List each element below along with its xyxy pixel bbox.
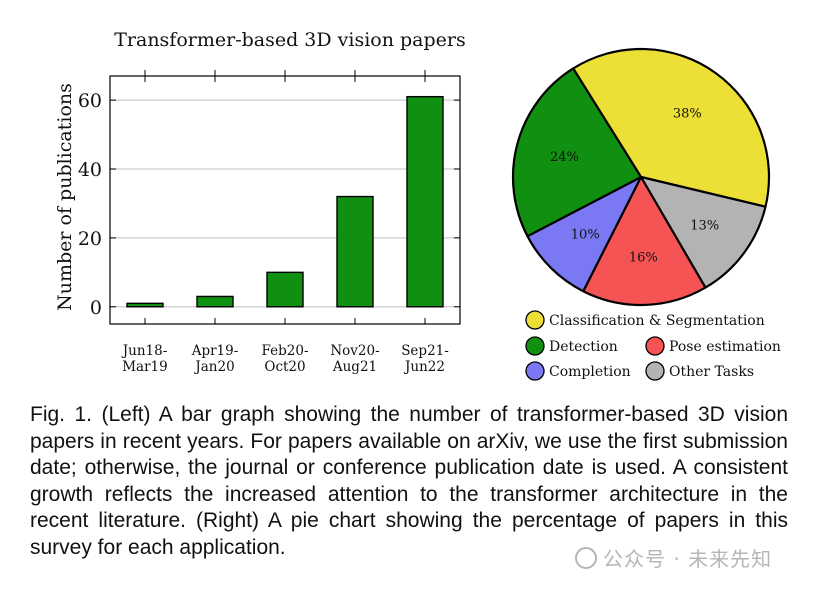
x-tick-label-line: Nov20- — [330, 343, 379, 359]
pie-slice — [582, 175, 707, 307]
x-tick-label-line: Mar19 — [122, 359, 168, 375]
legend-label: Completion — [549, 364, 631, 380]
x-tick-label: Feb20-Oct20 — [262, 343, 309, 375]
legend-marker — [525, 336, 545, 356]
pie-slice — [572, 47, 771, 208]
pie-slice-label: 13% — [690, 218, 719, 233]
x-tick-label-line: Jan20 — [193, 359, 234, 375]
x-tick-label: Sep21-Jun22 — [401, 343, 449, 375]
bar — [336, 195, 374, 308]
watermark-text: 公众号 · 未来先知 — [603, 547, 773, 571]
x-tick-label-line: Jun22 — [403, 359, 445, 375]
figure: 0 20 40 60 Jun18-Mar19 Apr19-Jan20 Feb20-Oct20… — [54, 29, 781, 381]
legend-label: Detection — [549, 339, 618, 355]
legend-marker — [645, 336, 665, 356]
chart-title: Transformer-based 3D vision papers — [114, 29, 466, 51]
wechat-icon — [575, 547, 597, 569]
figure-caption: Fig. 1. (Left) A bar graph showing the n… — [30, 403, 788, 559]
legend-marker — [525, 310, 545, 330]
y-tick-label: 20 — [78, 228, 102, 250]
x-tick-label-line: Jun18- — [121, 343, 168, 359]
pie-slice-label: 38% — [673, 107, 702, 122]
legend-marker — [645, 361, 665, 381]
x-tick-label-line: Sep21- — [401, 343, 449, 359]
legend-label: Pose estimation — [669, 339, 781, 355]
pie-legend: Classification & Segmentation Detection Po… — [525, 310, 781, 381]
x-tick-label-line: Aug21 — [332, 359, 377, 375]
bar — [126, 302, 164, 308]
pie-chart: 38% 13% 16% 10% 24% — [511, 47, 771, 307]
legend-label: Other Tasks — [669, 364, 754, 380]
pie-slice — [526, 175, 643, 293]
pie-slice-label: 10% — [571, 227, 600, 242]
bar — [266, 271, 304, 308]
legend-marker — [525, 361, 545, 381]
x-tick-label-line: Feb20- — [262, 343, 309, 359]
x-tick-label-line: Oct20 — [264, 359, 305, 375]
x-tick-label-line: Apr19- — [191, 343, 239, 359]
x-tick-label: Apr19-Jan20 — [191, 343, 239, 375]
y-axis-label: Number of publications — [54, 83, 76, 311]
pie-slice-label: 16% — [629, 250, 658, 265]
bar — [406, 95, 444, 308]
y-tick-label: 40 — [78, 159, 102, 181]
x-tick-label: Nov20-Aug21 — [330, 343, 379, 375]
y-tick-label: 0 — [90, 297, 102, 319]
bar-chart: 0 20 40 60 Jun18-Mar19 Apr19-Jan20 Feb20-Oct20… — [54, 29, 466, 375]
y-tick-label: 60 — [78, 90, 102, 112]
x-tick-label: Jun18-Mar19 — [121, 343, 168, 375]
legend-label: Classification & Segmentation — [549, 313, 765, 329]
bar — [196, 295, 234, 308]
watermark: 公众号 · 未来先知 — [575, 543, 772, 572]
pie-slice — [639, 175, 767, 289]
pie-slice-label: 24% — [550, 150, 579, 165]
pie-slice — [511, 67, 643, 238]
